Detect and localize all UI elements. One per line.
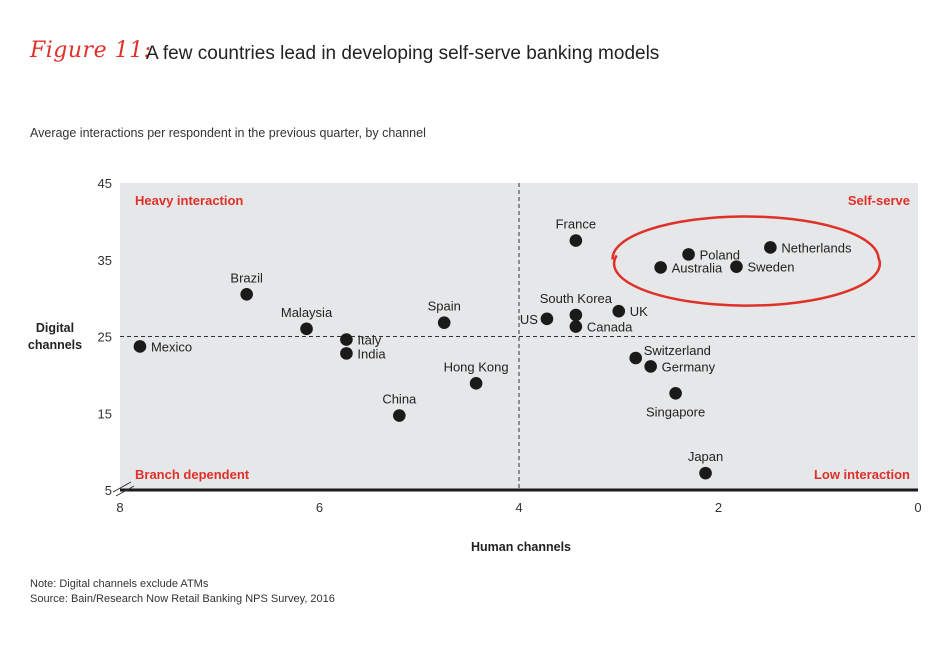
point-marker: [240, 287, 253, 301]
point-marker: [540, 312, 554, 326]
quadrant-label-bottom-left: Branch dependent: [135, 467, 250, 482]
point-label: Sweden: [747, 260, 794, 275]
point-marker: [133, 340, 147, 353]
x-tick-label: 6: [316, 500, 323, 515]
point-label: Malaysia: [281, 305, 333, 320]
axis-break-mark-2: [115, 485, 135, 497]
point-marker: [300, 322, 313, 336]
point-label: Italy: [357, 333, 381, 348]
point-label: Netherlands: [781, 240, 852, 255]
point-label: Hong Kong: [444, 359, 509, 374]
point-hong-kong: Hong Kong: [444, 359, 509, 390]
x-tick-label: 2: [715, 500, 722, 515]
point-label: Spain: [428, 299, 461, 314]
point-marker: [629, 351, 643, 365]
point-brazil: Brazil: [230, 270, 263, 301]
y-axis-label-line1: Digital: [36, 321, 74, 335]
point-italy: Italy: [340, 333, 382, 348]
point-marker: [340, 347, 353, 360]
point-label: Germany: [662, 359, 716, 374]
point-switzerland: Switzerland: [629, 343, 711, 365]
point-label: France: [556, 217, 596, 232]
point-marker: [682, 248, 695, 261]
quadrant-label-bottom-right: Low interaction: [814, 467, 910, 482]
point-australia: Australia: [654, 260, 723, 275]
point-marker: [644, 360, 657, 373]
point-marker: [730, 260, 743, 273]
y-tick-labels: 5 15 25 35 45: [98, 176, 112, 498]
point-marker: [393, 409, 406, 422]
point-label: Canada: [587, 320, 633, 335]
point-canada: Canada: [569, 320, 633, 335]
y-axis-label-line2: channels: [28, 338, 82, 352]
point-label: China: [382, 392, 417, 407]
y-tick-label: 15: [98, 406, 112, 421]
point-marker: [469, 377, 483, 390]
point-japan: Japan: [688, 449, 723, 480]
point-marker: [569, 234, 583, 247]
point-marker: [612, 304, 626, 318]
x-tick-label: 0: [914, 500, 921, 515]
point-label: Poland: [700, 247, 740, 262]
point-marker: [437, 316, 451, 329]
quadrant-label-top-left: Heavy interaction: [135, 193, 243, 208]
point-label: India: [357, 346, 386, 361]
point-india: India: [340, 346, 386, 361]
point-netherlands: Netherlands: [764, 240, 852, 255]
y-tick-label: 25: [98, 330, 112, 345]
footnote-note: Note: Digital channels exclude ATMs: [30, 578, 209, 590]
y-tick-label: 45: [98, 176, 112, 191]
point-marker: [569, 308, 583, 322]
point-spain: Spain: [428, 299, 461, 329]
chart-subtitle: Average interactions per respondent in t…: [30, 126, 426, 140]
point-china: China: [382, 392, 417, 422]
x-axis-label: Human channels: [471, 540, 571, 554]
y-tick-label: 35: [98, 253, 112, 268]
point-marker: [669, 386, 682, 400]
x-tick-labels: 8 6 4 2 0: [116, 500, 921, 515]
point-label: UK: [630, 304, 648, 319]
point-marker: [654, 261, 667, 274]
point-poland: Poland: [682, 247, 740, 262]
x-tick-label: 4: [515, 500, 522, 515]
footnote-source: Source: Bain/Research Now Retail Banking…: [30, 593, 335, 605]
point-france: France: [556, 217, 596, 247]
point-mexico: Mexico: [133, 339, 192, 354]
point-label: South Korea: [540, 291, 613, 306]
highlight-ellipse: [611, 215, 882, 307]
point-marker: [764, 241, 777, 254]
point-label: US: [520, 312, 538, 327]
y-tick-label: 5: [105, 483, 112, 498]
point-label: Australia: [672, 260, 723, 275]
scatter-chart: 5 15 25 35 45 8 6 4 2 0 Human channels D…: [28, 176, 922, 554]
figure-label: Figure 11:: [30, 38, 152, 63]
point-label: Mexico: [151, 339, 192, 354]
point-malaysia: Malaysia: [281, 305, 333, 336]
point-us: US: [520, 312, 554, 327]
chart-title: A few countries lead in developing self-…: [146, 43, 660, 64]
point-sweden: Sweden: [730, 260, 794, 275]
point-south-korea: South Korea: [540, 291, 613, 322]
point-marker: [569, 320, 583, 333]
point-singapore: Singapore: [646, 386, 705, 419]
axis-break-mark-1: [112, 481, 132, 493]
point-label: Switzerland: [644, 343, 711, 358]
point-uk: UK: [612, 304, 648, 319]
point-marker: [699, 466, 712, 480]
point-germany: Germany: [644, 359, 716, 374]
point-label: Japan: [688, 449, 723, 464]
point-marker: [340, 333, 353, 346]
point-label: Brazil: [230, 270, 263, 285]
point-label: Singapore: [646, 404, 705, 419]
quadrant-label-top-right: Self-serve: [848, 193, 910, 208]
x-tick-label: 8: [116, 500, 123, 515]
